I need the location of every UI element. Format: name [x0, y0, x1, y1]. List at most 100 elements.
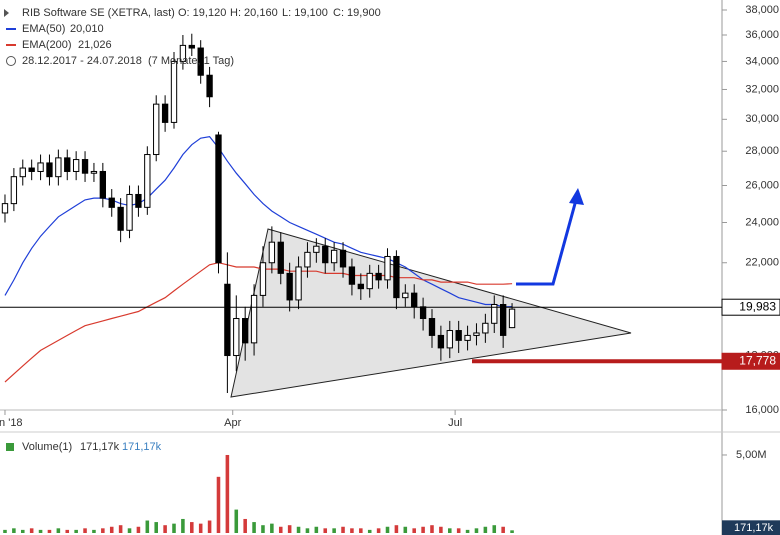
y-tick-label: 26,000	[745, 179, 779, 191]
volume-bar	[216, 476, 221, 533]
candle-body	[99, 170, 107, 199]
legend-value: 21,026	[78, 39, 112, 51]
candle-body	[491, 304, 498, 324]
y-tick-label: 34,000	[745, 55, 779, 67]
volume-bar	[172, 523, 176, 533]
volume-bar	[367, 529, 372, 533]
volume-bar	[287, 525, 292, 533]
candle-body	[268, 241, 276, 264]
volume-bar	[456, 528, 461, 533]
volume-bar	[74, 529, 78, 533]
volume-bar	[65, 529, 70, 533]
candle-body	[455, 330, 462, 341]
y-tick-label: 36,000	[745, 29, 779, 41]
volume-bar	[136, 526, 141, 533]
volume-bar	[243, 518, 247, 533]
candle-body	[64, 157, 71, 172]
candle-body	[37, 162, 44, 172]
volume-bar	[101, 528, 105, 533]
volume-bar	[225, 454, 230, 533]
volume-bar	[296, 526, 301, 533]
volume-bar	[83, 528, 87, 533]
volume-bar	[501, 526, 505, 533]
candle-body	[117, 206, 124, 231]
legend-label: EMA(50)	[22, 23, 65, 35]
clock-icon	[6, 56, 16, 66]
candle-body	[126, 193, 133, 231]
y-tick-label: 30,000	[745, 113, 779, 125]
candle-body	[473, 332, 480, 336]
volume-bar	[47, 529, 52, 533]
legend-label: EMA(200)	[22, 39, 72, 51]
legend-icon	[4, 9, 9, 17]
candle-body	[242, 318, 249, 344]
volume-bar	[181, 518, 185, 533]
volume-bar	[376, 528, 381, 533]
volume-bar	[92, 529, 96, 533]
volume-bar	[270, 523, 274, 533]
volume-bar	[163, 525, 167, 533]
legend: RIB Software SE (XETRA, last) O: 19,120 …	[4, 7, 381, 67]
candle-body	[322, 245, 329, 264]
price-label: 19,983	[739, 299, 776, 313]
volume-bar	[323, 528, 328, 533]
candle-body	[90, 170, 98, 174]
volume-bar	[483, 526, 488, 533]
volume-bar	[145, 520, 150, 533]
candle-body	[153, 103, 160, 156]
volume-bar	[385, 526, 390, 533]
candle-body	[277, 241, 284, 274]
volume-bar	[448, 528, 452, 533]
candle-body	[197, 47, 204, 76]
candle-body	[366, 272, 373, 290]
ema-line	[4, 262, 513, 383]
volume-bar	[198, 523, 203, 533]
candle-body	[259, 262, 267, 296]
y-tick-label: 16,000	[745, 404, 779, 416]
candle-body	[250, 294, 258, 344]
ohlc-high: H: 20,160	[230, 7, 278, 19]
candle-body	[295, 266, 302, 301]
volume-bar	[465, 529, 470, 533]
volume-bar	[403, 526, 408, 533]
volume-bar	[350, 528, 354, 533]
volume-bar	[109, 526, 114, 533]
candle-body	[393, 255, 400, 299]
volume-bar	[359, 528, 363, 533]
volume-bar	[474, 528, 479, 533]
ohlc-open: O: 19,120	[178, 7, 226, 19]
legend-swatch	[6, 443, 14, 451]
candle-body	[10, 176, 18, 205]
volume-bar	[29, 528, 34, 533]
last-value-label: 171,17k	[734, 522, 774, 534]
candle-body	[446, 330, 453, 349]
labels: 16,00018,00020,00022,00024,00026,00028,0…	[0, 4, 780, 535]
legend-value: 20,010	[70, 23, 104, 35]
volume-bar	[56, 528, 61, 533]
candle-body	[72, 159, 80, 172]
x-tick-label: Jul	[448, 417, 462, 429]
candle-body	[108, 197, 115, 208]
candle-body	[313, 245, 320, 253]
volume-bar	[314, 526, 319, 533]
volume-bar	[492, 525, 497, 533]
candle-body	[188, 44, 195, 49]
arrow-head	[569, 188, 584, 205]
x-tick-label: Apr	[224, 417, 241, 429]
candle-body	[19, 167, 26, 178]
volume-bar	[341, 526, 345, 533]
volume-bar	[190, 522, 194, 533]
trend-arrow	[516, 199, 578, 286]
candle-body	[437, 334, 445, 349]
volume-bar	[38, 529, 43, 533]
candle-body	[330, 249, 338, 264]
candle-body	[135, 193, 142, 208]
marks	[0, 33, 722, 533]
candle-body	[339, 249, 347, 268]
y-tick-label: 22,000	[745, 257, 779, 269]
volume-bar	[20, 529, 25, 533]
candle-body	[224, 283, 231, 357]
candle-body	[499, 304, 507, 336]
volume-bar	[332, 528, 336, 533]
